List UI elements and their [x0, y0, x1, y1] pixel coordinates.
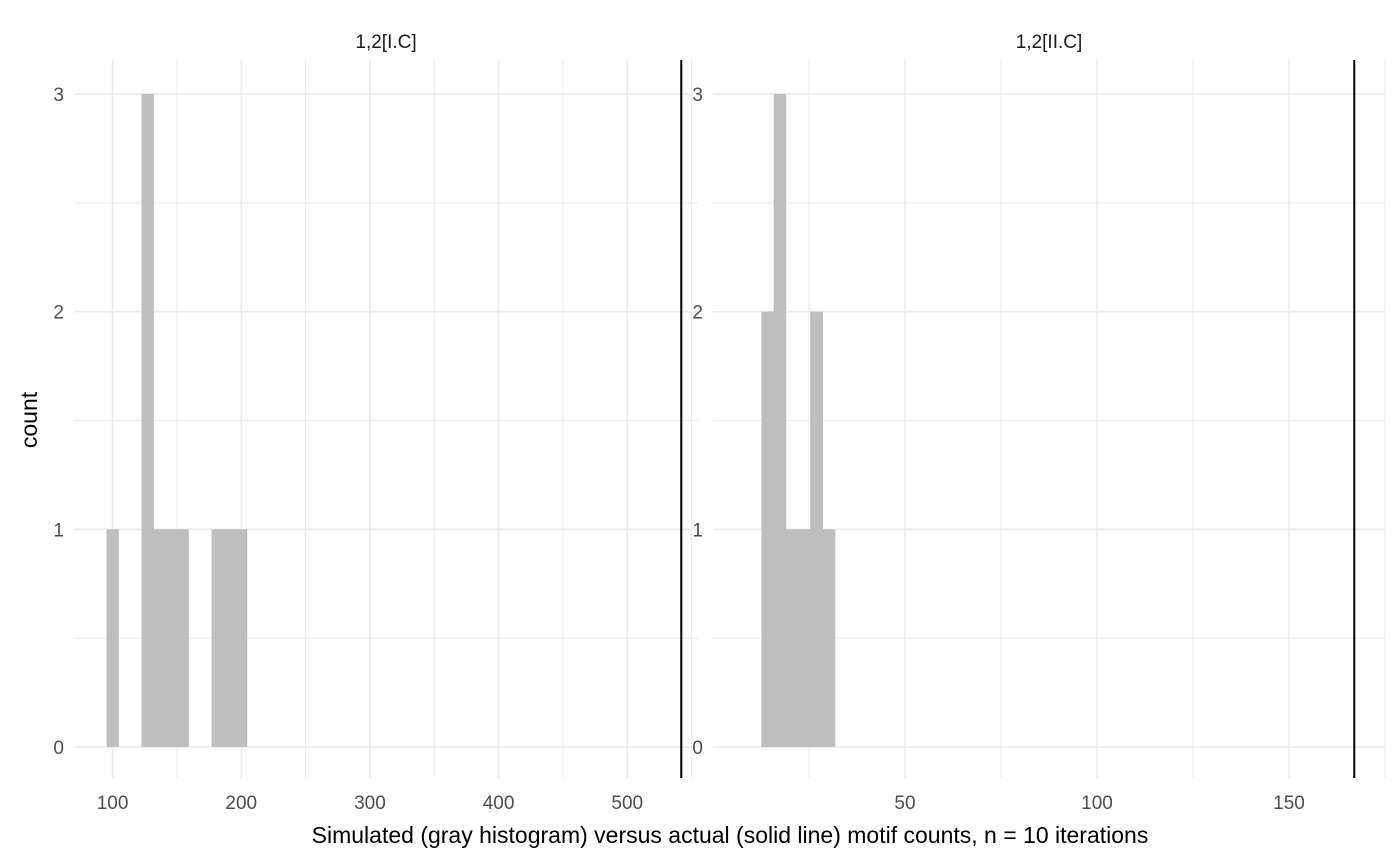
- histogram-bar: [234, 529, 248, 747]
- y-tick-label: 0: [53, 738, 64, 759]
- histogram-bar: [164, 529, 178, 747]
- panel-2: 1,2[II.C] 0 1 2 3 50 100 150: [692, 32, 1386, 814]
- x-tick-label: 200: [225, 793, 257, 814]
- histogram-bar: [797, 529, 811, 747]
- y-tick-label: 2: [692, 303, 703, 324]
- histogram-bar: [785, 529, 799, 747]
- y-tick-label: 1: [692, 520, 703, 541]
- histogram-bar: [761, 311, 775, 747]
- histogram-bar: [810, 311, 824, 747]
- histogram-bar: [141, 94, 154, 747]
- panel-title: 1,2[I.C]: [355, 32, 416, 53]
- x-tick-label: 50: [894, 793, 915, 814]
- x-tick-label: 100: [97, 793, 129, 814]
- panels-layer: 1,2[I.C] 0 1 2 3 100 200 300 400 500 1,2[II.C] 0 1 2 3…: [53, 32, 1386, 814]
- histogram-bar: [176, 529, 189, 747]
- y-tick-label: 2: [53, 303, 64, 324]
- panel-1: 1,2[I.C] 0 1 2 3 100 200 300 400 500: [53, 32, 698, 814]
- x-axis-title: Simulated (gray histogram) versus actual…: [312, 822, 1149, 848]
- y-axis-title: count: [16, 391, 42, 448]
- y-tick-label: 1: [53, 520, 64, 541]
- histogram-bar: [223, 529, 236, 747]
- y-tick-label: 3: [53, 85, 64, 106]
- y-tick-label: 3: [692, 85, 703, 106]
- histogram-bar: [822, 529, 836, 747]
- histogram-bar: [211, 529, 224, 747]
- histogram-bar: [773, 94, 787, 747]
- y-tick-label: 0: [692, 738, 703, 759]
- panel-title: 1,2[II.C]: [1016, 32, 1083, 53]
- histogram-bar: [106, 529, 119, 747]
- x-tick-label: 150: [1273, 793, 1305, 814]
- x-tick-label: 500: [611, 793, 643, 814]
- x-tick-label: 100: [1081, 793, 1113, 814]
- x-tick-label: 400: [483, 793, 515, 814]
- histogram-bar: [153, 529, 166, 747]
- x-tick-label: 300: [354, 793, 386, 814]
